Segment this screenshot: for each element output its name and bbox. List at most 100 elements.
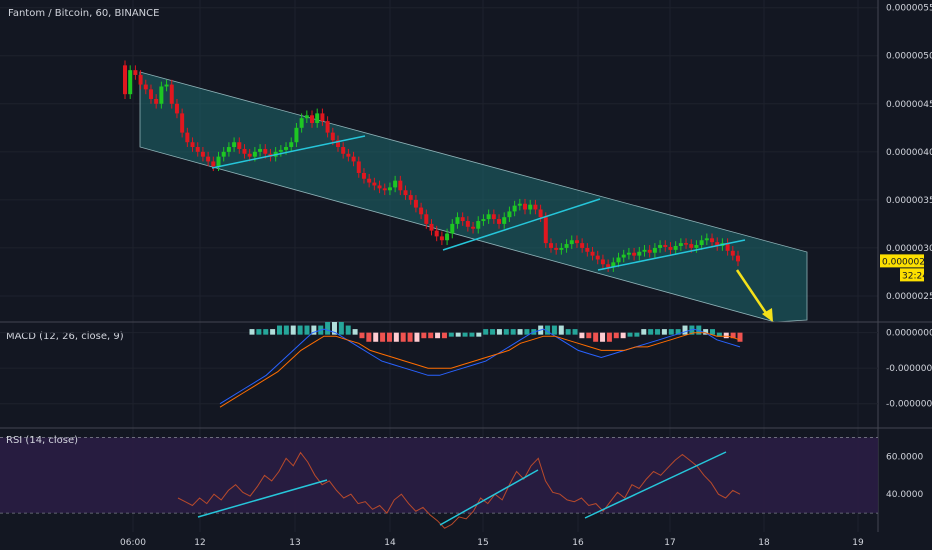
candle-body [133,70,138,75]
rsi-trendline [584,451,727,519]
candle-body [320,113,325,122]
macd-histogram-bar [545,325,551,335]
macd-histogram-bar [655,329,661,335]
candle-body [445,233,450,241]
candle-body [424,214,429,224]
macd-histogram-bar [297,325,303,335]
candle-body [325,121,330,133]
candle-body [247,153,252,157]
candle-body [169,84,174,104]
macd-histogram-bar [572,329,578,335]
macd-histogram-bar [675,329,681,335]
macd-histogram-bar [345,325,351,335]
macd-histogram-bar [366,332,372,342]
candle-body [123,65,127,95]
candle-body [663,245,668,247]
macd-histogram-bar [441,332,447,339]
candle-body [611,262,616,268]
macd-histogram-bar [414,332,420,342]
candle-body [185,132,190,143]
candle-body [174,103,179,114]
macd-histogram-bar [276,325,282,335]
candle-body [554,247,559,250]
macd-histogram-bar [338,322,344,335]
macd-histogram-bar [620,332,626,339]
candle-body [621,254,626,258]
candle-body [154,98,159,104]
candle-body [216,156,221,167]
candle-body [528,204,533,210]
macd-histogram-bar [668,329,674,335]
trendline [211,135,366,169]
candle-body [455,217,460,224]
candle-body [616,257,621,263]
macd-histogram-bar [462,332,468,337]
candle-body [684,243,689,245]
macd-histogram-bar [510,329,516,335]
macd-y-tick-label: -0.00000020 [886,400,932,410]
x-tick-label: 19 [852,538,864,548]
candle-body [658,245,663,248]
candle-body [330,132,335,141]
candle-body [502,217,507,224]
candle-body [143,84,148,90]
macd-histogram-bar [716,332,722,337]
candle-body [736,255,740,262]
candle-body [190,142,195,148]
candle-body [481,219,486,222]
macd-histogram-bar [469,332,475,337]
macd-y-tick-label: 0.00000000 [886,329,932,339]
candle-body [299,118,304,128]
macd-histogram-bar [359,332,365,339]
forecast-arrow [735,269,770,317]
candle-body [128,70,133,95]
macd-histogram-bar [606,332,612,342]
macd-histogram-bar [448,332,454,337]
candle-body [242,148,247,154]
macd-histogram-bar [373,332,379,342]
macd-histogram-bar [325,322,331,335]
x-tick-label: 17 [664,538,675,548]
rsi-y-tick-label: 60.0000 [886,452,923,462]
macd-histogram-bar [407,332,413,342]
macd-histogram-bar [551,325,557,335]
candle-body [148,89,153,99]
candle-body [668,246,673,250]
candle-body [652,247,657,253]
candle-body [200,151,205,157]
candle-body [419,207,424,215]
macd-histogram-bar [400,332,406,342]
macd-histogram-bar [737,332,743,342]
macd-histogram-bar [331,322,337,335]
candle-body [642,249,647,252]
rsi-trendline [439,469,539,526]
candle-body [715,242,720,247]
trendline [597,239,746,271]
candle-body [673,246,678,250]
candle-body [517,203,522,206]
macd-histogram-bar [490,329,496,335]
candle-body [476,221,481,229]
candle-body [590,251,595,256]
candle-body [341,147,346,154]
candle-body [626,252,631,255]
candle-body [387,187,392,191]
macd-histogram-bar [682,325,688,335]
candle-body [465,221,470,227]
x-tick-label: 18 [758,538,770,548]
candle-body [195,147,200,152]
candle-body [434,230,439,237]
macd-y-tick-label: -0.00000010 [886,364,932,374]
candle-body [585,247,590,252]
candle-body [533,204,538,210]
macd-histogram-bar [641,329,647,335]
forecast-arrowhead [762,308,773,322]
candle-body [699,240,704,246]
rsi-trendline [197,479,328,518]
